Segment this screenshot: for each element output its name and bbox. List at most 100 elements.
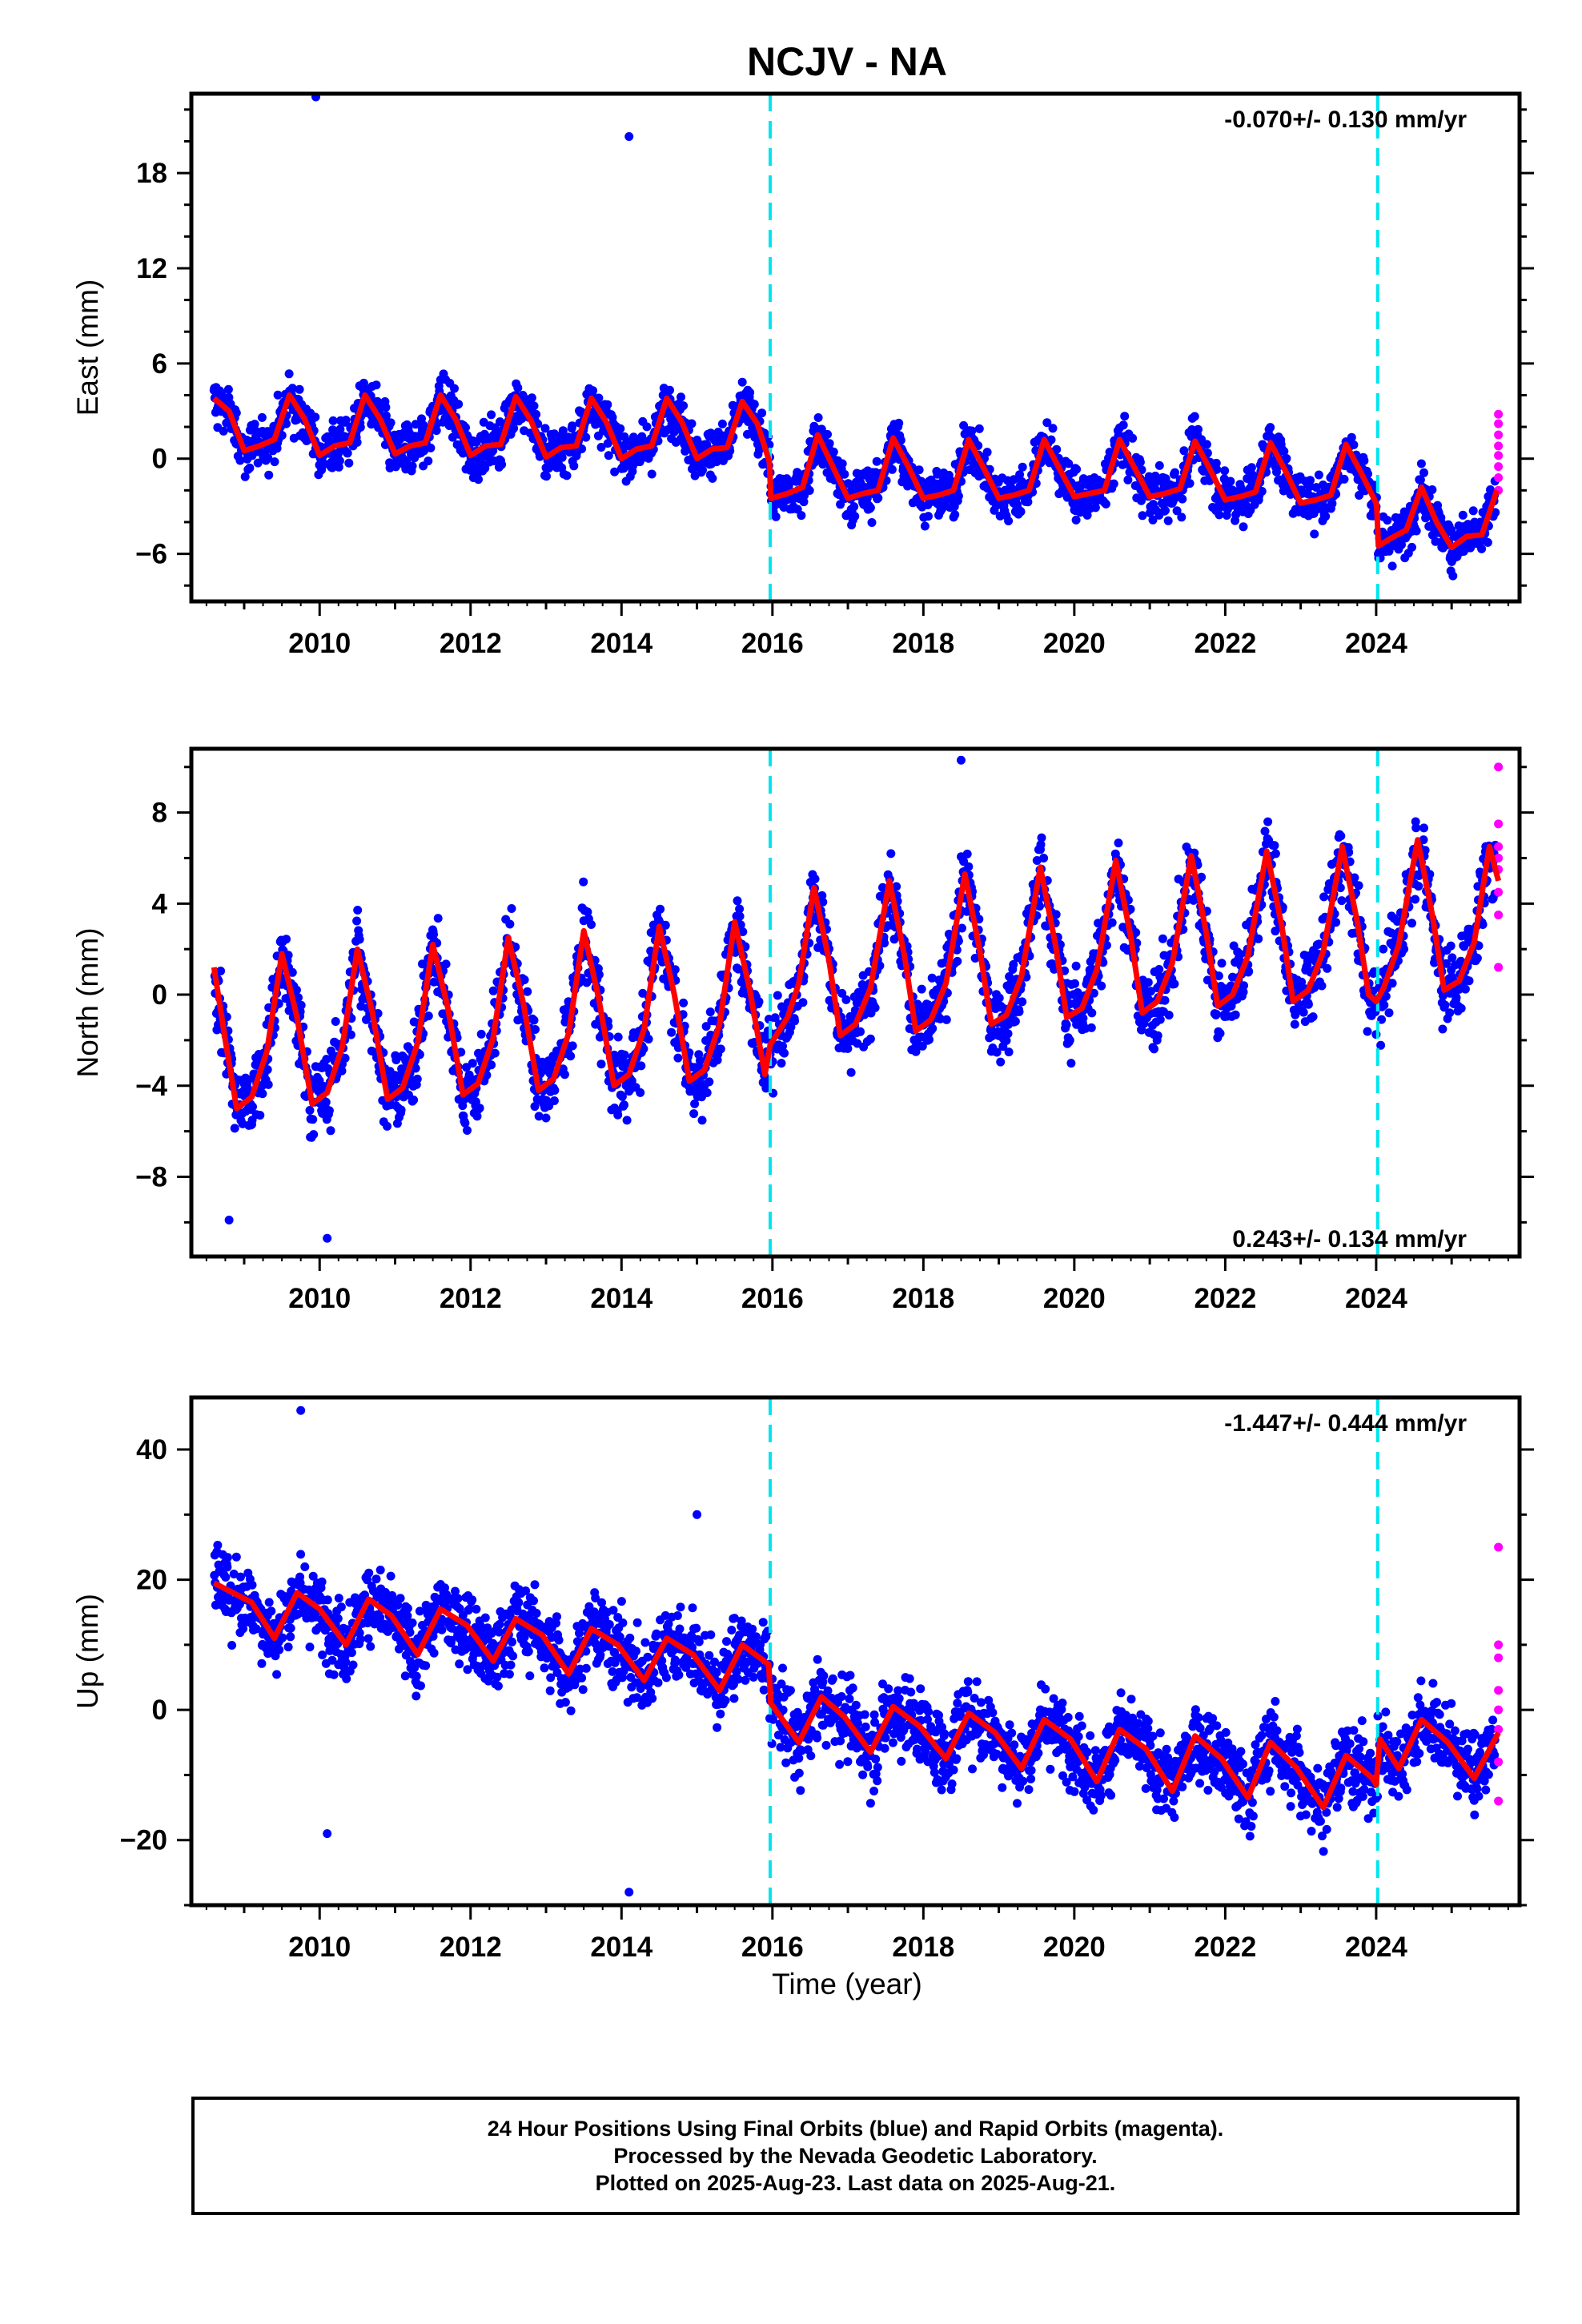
final-orbit-point (679, 401, 689, 411)
final-orbit-point (487, 410, 496, 420)
final-orbit-point (873, 493, 883, 503)
final-orbit-point (219, 426, 228, 436)
final-orbit-point (1215, 1028, 1225, 1038)
final-orbit-point (1291, 1010, 1300, 1019)
final-orbit-point (1220, 466, 1230, 476)
final-orbit-point (490, 1048, 500, 1058)
final-orbit-point (733, 896, 742, 906)
final-orbit-point (1427, 485, 1437, 494)
final-orbit-point (639, 1044, 648, 1054)
final-orbit-point (1303, 999, 1313, 1009)
final-orbit-point (837, 988, 847, 998)
final-orbit-point (296, 1000, 306, 1010)
final-orbit-point (331, 1017, 340, 1026)
final-orbit-point (257, 412, 267, 422)
final-orbit-point (962, 849, 972, 858)
final-orbit-point (1161, 506, 1170, 515)
final-orbit-point (560, 1070, 569, 1080)
final-orbit-point (562, 471, 572, 480)
final-orbit-point (850, 512, 860, 521)
final-orbit-point (1310, 529, 1319, 539)
final-orbit-point (1282, 454, 1291, 463)
rapid-orbit-point (1494, 419, 1504, 428)
final-orbit-point (1185, 479, 1195, 489)
x-tick-label: 2018 (892, 628, 954, 659)
final-orbit-point (610, 467, 620, 476)
final-orbit-point (1155, 1015, 1165, 1024)
final-orbit-point (1138, 511, 1147, 521)
data-points-north (210, 755, 1504, 1243)
final-orbit-point (823, 429, 832, 439)
final-orbit-point (920, 521, 930, 531)
final-orbit-point (1270, 841, 1279, 850)
final-orbit-point (461, 423, 470, 432)
final-orbit-point (924, 512, 933, 521)
final-orbit-point (773, 991, 782, 1000)
final-orbit-point (1377, 1015, 1387, 1024)
final-orbit-point (341, 416, 351, 425)
final-orbit-point (673, 1053, 683, 1063)
final-orbit-point (617, 1092, 627, 1101)
final-orbit-point (1239, 987, 1248, 997)
final-orbit-point (344, 458, 354, 468)
final-orbit-point (841, 995, 851, 1004)
final-orbit-point (1415, 475, 1425, 485)
final-orbit-point (411, 420, 420, 429)
final-orbit-point (529, 1015, 539, 1025)
final-orbit-point (507, 904, 516, 913)
final-orbit-point (1005, 972, 1014, 981)
final-orbit-point (620, 1100, 628, 1110)
final-orbit-point (470, 462, 480, 472)
final-orbit-point (1411, 526, 1421, 536)
final-orbit-point (1337, 896, 1347, 906)
final-orbit-point (488, 986, 498, 995)
final-orbit-point (745, 388, 755, 397)
x-tick-label: 2016 (741, 628, 804, 659)
final-orbit-point (472, 1112, 482, 1121)
rate-label: -0.070+/- 0.130 mm/yr (1224, 107, 1467, 133)
final-orbit-point (701, 1022, 711, 1031)
final-orbit-point (917, 984, 926, 994)
final-orbit-point (1197, 872, 1207, 882)
final-orbit-point (695, 1055, 705, 1065)
final-orbit-point (568, 421, 577, 431)
data-points-east (209, 94, 1504, 581)
final-orbit-point (1226, 476, 1235, 486)
discontinuity-lines (768, 94, 1379, 601)
final-orbit-point (295, 384, 304, 394)
final-orbit-point (716, 1044, 725, 1054)
final-orbit-point (1379, 944, 1388, 954)
final-orbit-point (616, 424, 625, 433)
final-orbit-point (1163, 516, 1173, 525)
final-orbit-point (1052, 444, 1062, 454)
final-orbit-point (408, 461, 417, 471)
final-orbit-point (549, 1096, 559, 1105)
final-orbit-point (1311, 483, 1321, 493)
final-orbit-point (1324, 879, 1334, 888)
x-tick-label: 2014 (590, 628, 652, 659)
final-orbit-point (1150, 1044, 1158, 1054)
final-orbit-point (689, 1109, 699, 1119)
final-orbit-point (1335, 883, 1345, 893)
final-orbit-point (667, 1027, 677, 1037)
final-orbit-point (1070, 979, 1079, 988)
final-orbit-point (270, 457, 279, 467)
final-orbit-point (475, 1104, 484, 1113)
final-orbit-point (1146, 987, 1155, 996)
final-orbit-point (352, 916, 362, 926)
final-orbit-point (412, 1074, 422, 1084)
final-orbit-point (1086, 1023, 1096, 1032)
final-orbit-point (1032, 856, 1042, 865)
final-orbit-point (476, 1029, 486, 1039)
final-orbit-point (717, 419, 727, 428)
final-orbit-point (613, 1110, 623, 1120)
final-orbit-point (550, 1086, 560, 1095)
final-orbit-point (603, 400, 612, 409)
final-orbit-point (1018, 462, 1027, 472)
final-orbit-point (1048, 424, 1058, 433)
final-orbit-point (530, 1102, 540, 1112)
final-orbit-point (1314, 470, 1323, 480)
final-orbit-point (468, 1059, 477, 1068)
final-orbit-point (1257, 487, 1267, 496)
